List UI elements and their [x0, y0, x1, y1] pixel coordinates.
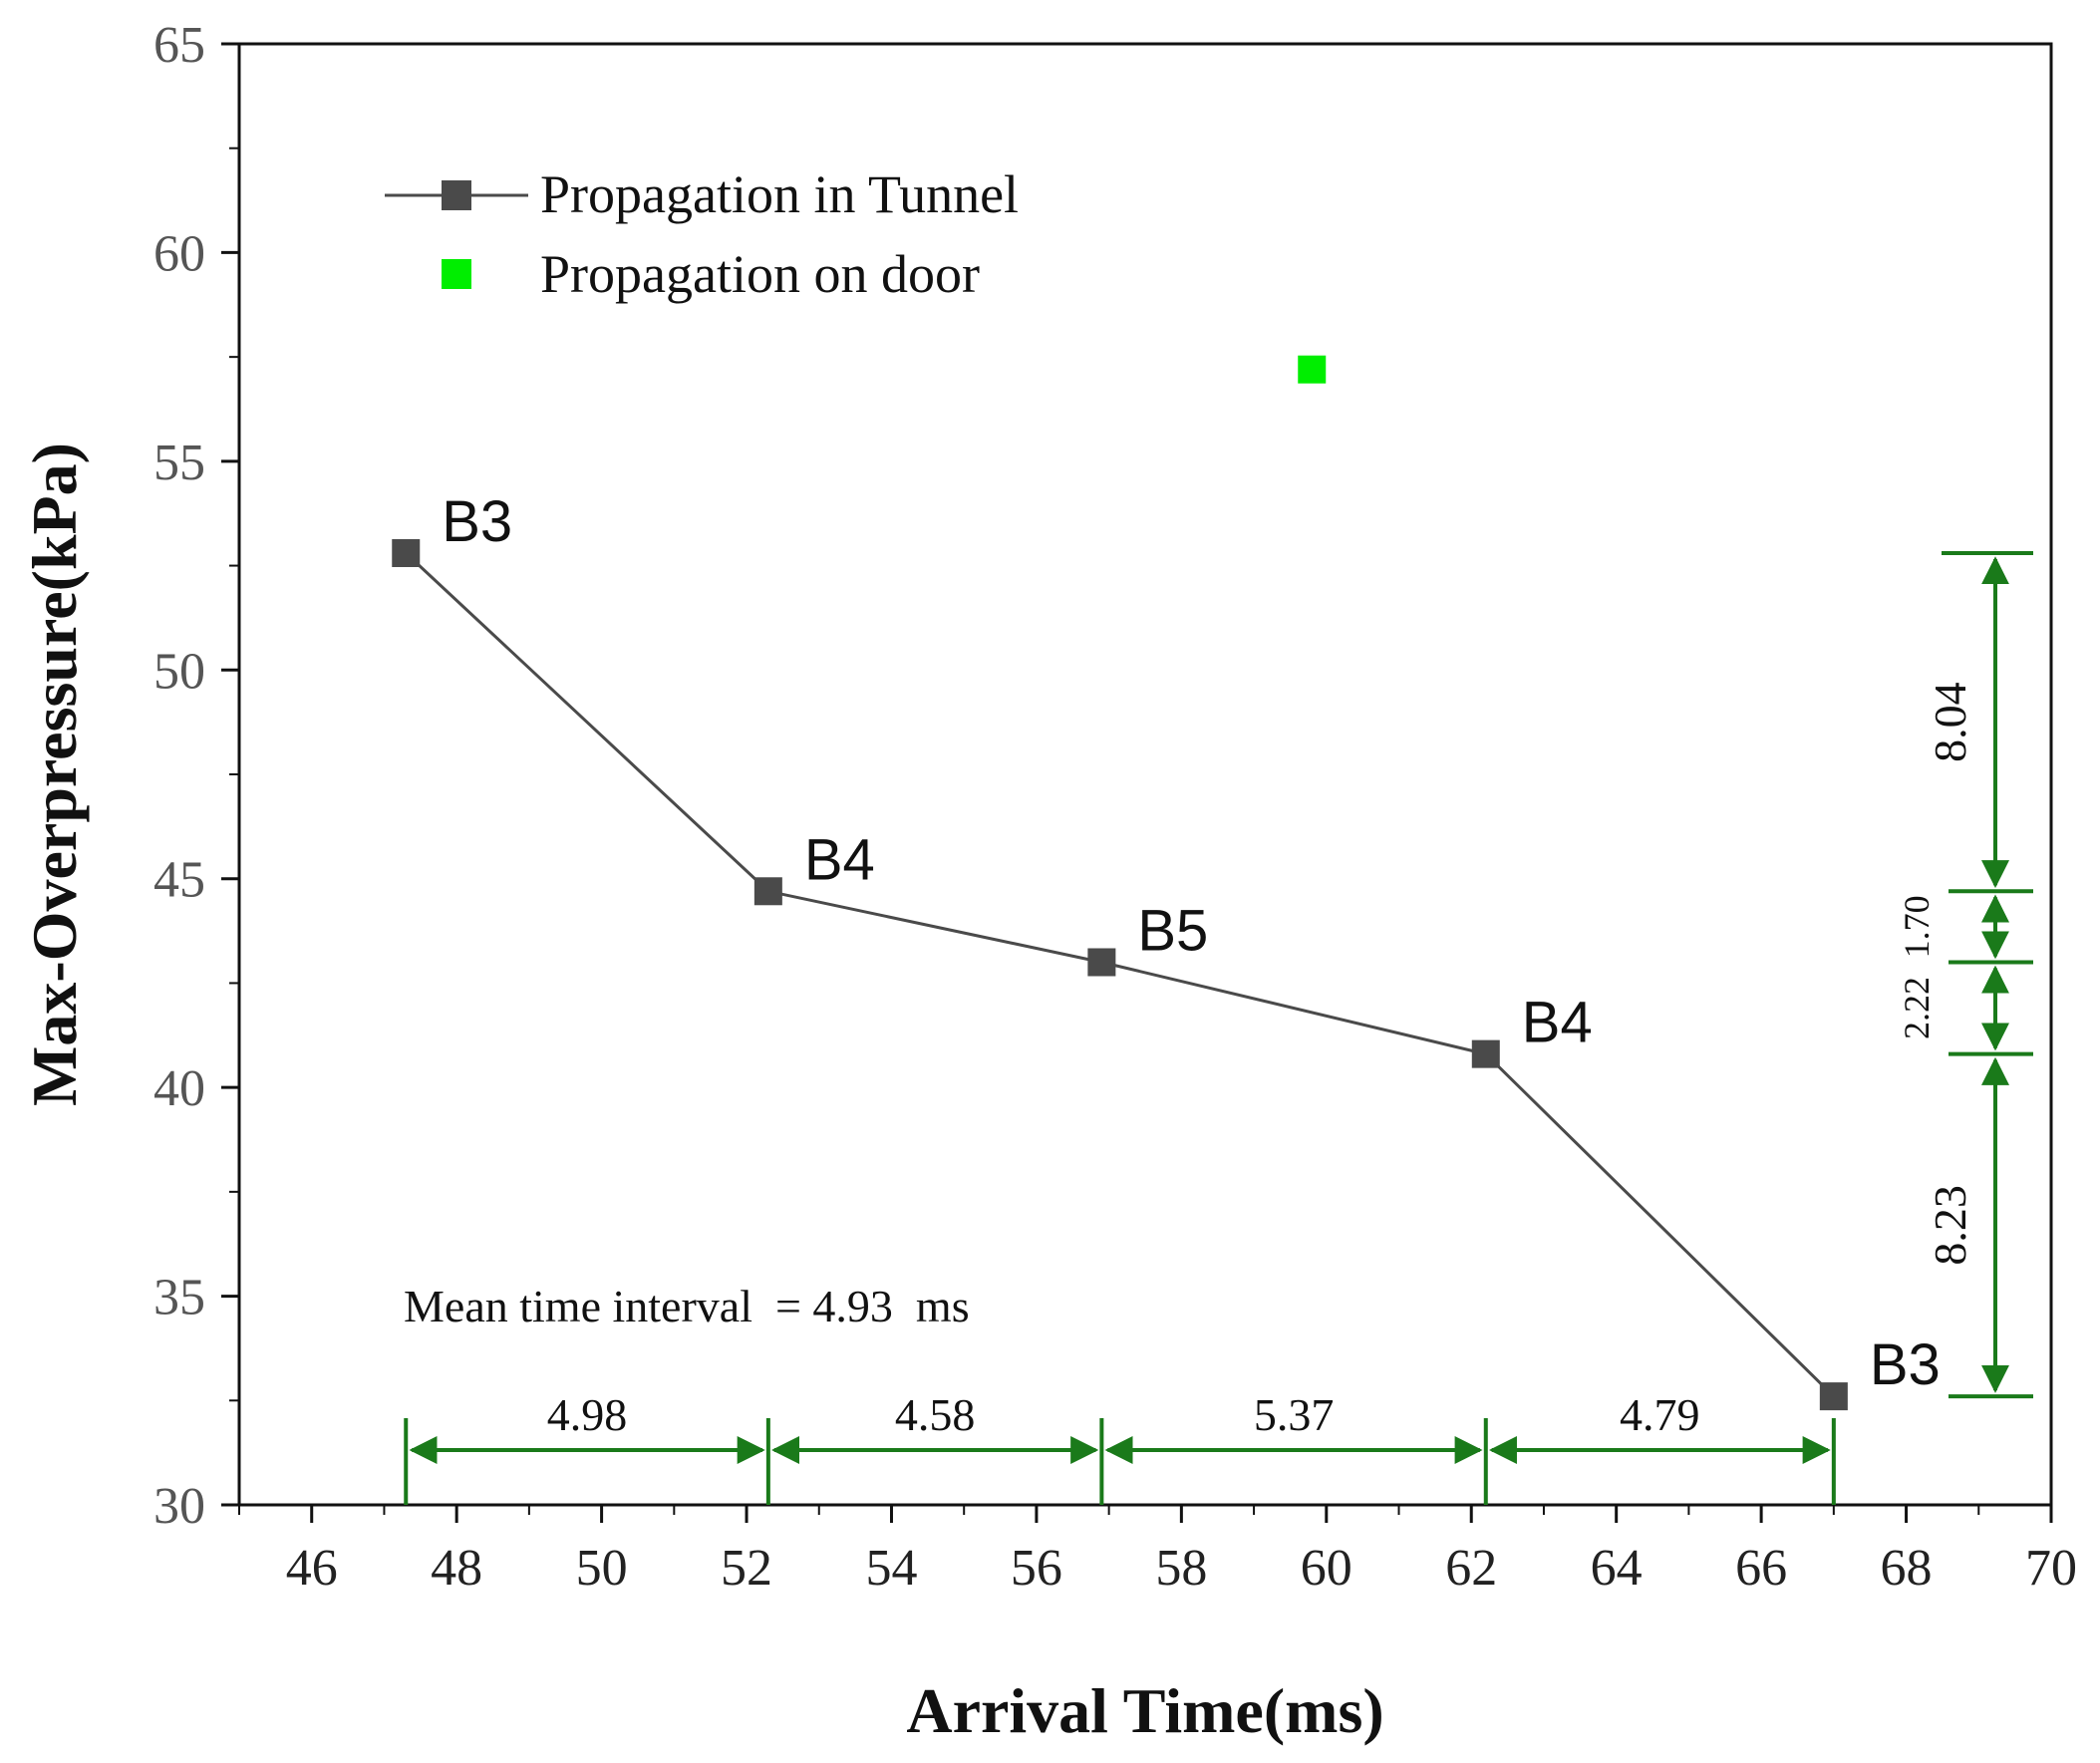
y-tick-label: 30 [153, 1478, 205, 1535]
x-tick-label: 66 [1735, 1540, 1787, 1597]
data-point-door [1298, 355, 1327, 384]
point-label: B3 [1870, 1332, 1941, 1397]
x-tick-label: 64 [1591, 1540, 1643, 1597]
x-tick-label: 70 [2025, 1540, 2077, 1597]
data-point-tunnel [753, 877, 782, 906]
data-point-tunnel [1819, 1382, 1848, 1411]
time-interval-label: 4.98 [547, 1389, 628, 1440]
point-label: B4 [1522, 991, 1593, 1055]
x-tick-label: 56 [1011, 1540, 1062, 1597]
pressure-interval-label: 8.04 [1925, 682, 1975, 762]
y-tick-label: 40 [153, 1060, 205, 1117]
pressure-interval-label: 8.23 [1925, 1185, 1975, 1266]
data-point-tunnel [1471, 1039, 1500, 1068]
x-tick-label: 52 [721, 1540, 772, 1597]
legend-marker-door [442, 259, 471, 289]
time-interval-label: 4.58 [895, 1389, 976, 1440]
data-point-tunnel [1087, 948, 1116, 977]
x-tick-label: 60 [1301, 1540, 1352, 1597]
legend-label-tunnel: Propagation in Tunnel [540, 164, 1019, 224]
time-interval-label: 4.79 [1620, 1389, 1700, 1440]
x-tick-label: 54 [865, 1540, 917, 1597]
point-label: B3 [442, 489, 512, 554]
x-tick-label: 68 [1881, 1540, 1933, 1597]
x-tick-label: 62 [1445, 1540, 1497, 1597]
data-point-tunnel [392, 539, 421, 568]
y-tick-label: 45 [153, 852, 205, 909]
y-tick-label: 55 [153, 435, 205, 491]
pressure-interval-label: 1.70 [1897, 895, 1937, 958]
time-interval-label: 5.37 [1254, 1389, 1335, 1440]
y-tick-label: 65 [153, 17, 205, 74]
series-line-tunnel [405, 551, 1835, 1398]
y-axis-title: Max-Overpressure(kPa) [19, 442, 90, 1106]
y-tick-label: 35 [153, 1270, 205, 1326]
pressure-interval-label: 2.22 [1897, 977, 1937, 1039]
point-label: B5 [1137, 898, 1208, 963]
x-tick-label: 58 [1155, 1540, 1207, 1597]
y-tick-label: 60 [153, 225, 205, 282]
x-tick-label: 46 [286, 1540, 338, 1597]
legend-marker-tunnel [442, 180, 471, 210]
x-tick-label: 48 [431, 1540, 482, 1597]
mean-interval-text: Mean time interval = 4.93 ms [404, 1281, 970, 1331]
x-axis-title: Arrival Time(ms) [906, 1675, 1383, 1746]
point-label: B4 [804, 827, 875, 892]
y-tick-label: 50 [153, 643, 205, 700]
x-tick-label: 50 [576, 1540, 628, 1597]
legend-label-door: Propagation on door [540, 244, 980, 304]
legend: Propagation in Tunnel Propagation on doo… [385, 164, 1019, 304]
